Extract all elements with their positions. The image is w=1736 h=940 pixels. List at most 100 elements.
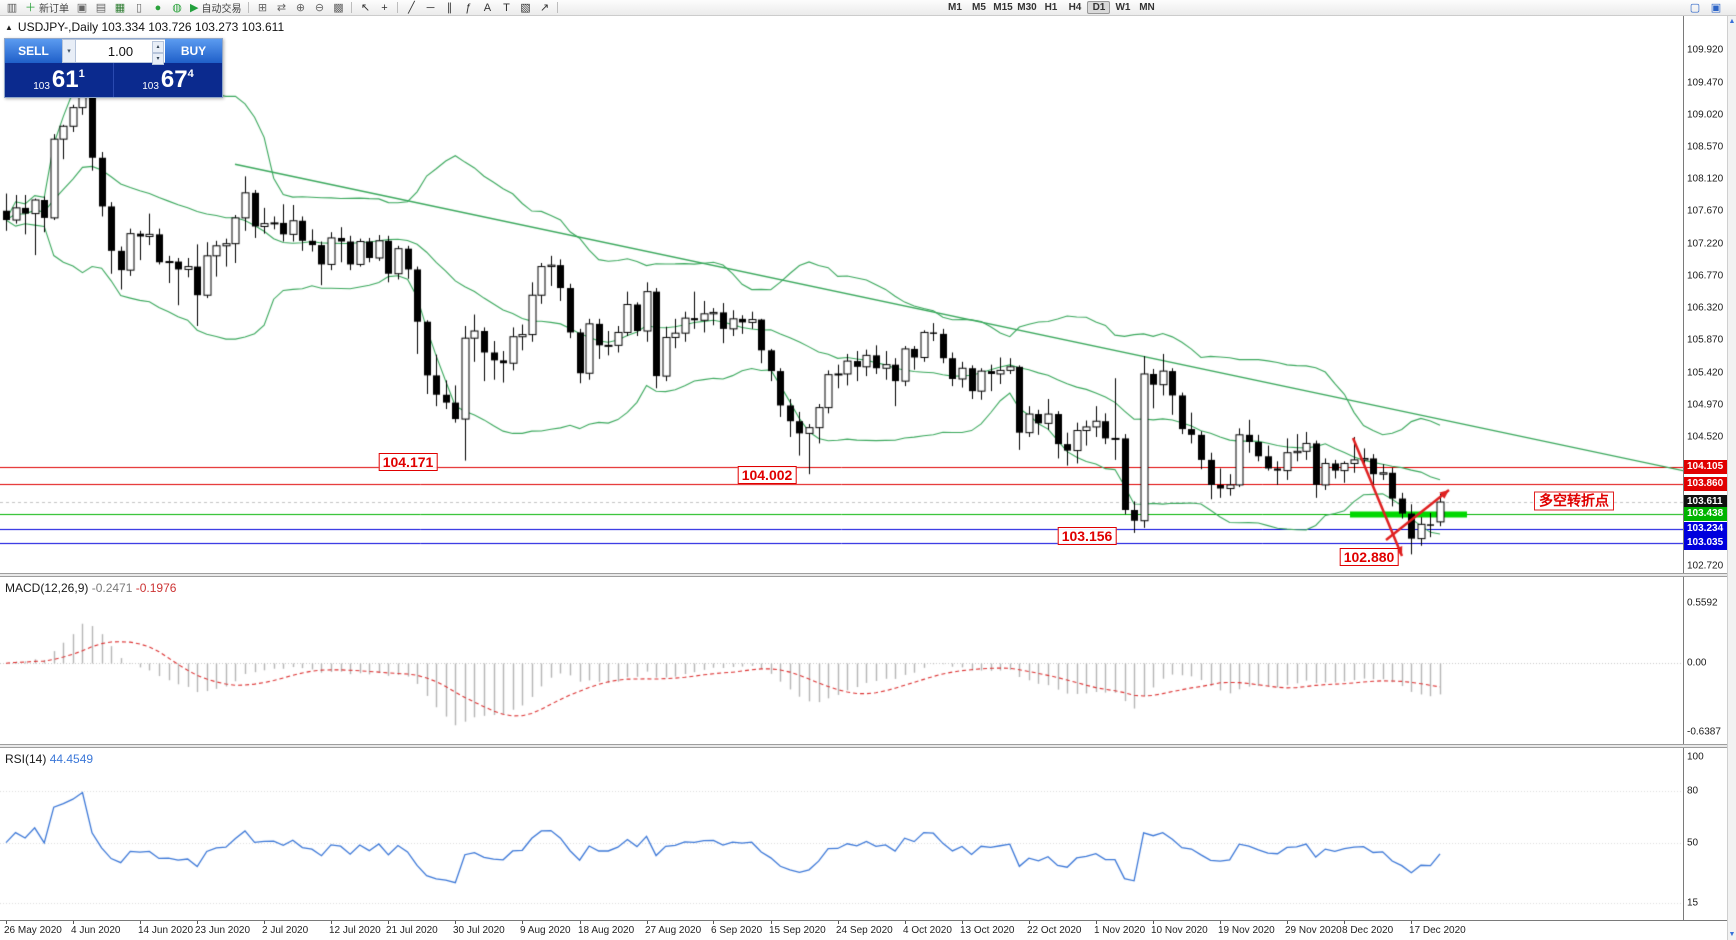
price-axis-label: 105.870: [1687, 334, 1724, 346]
market-watch-icon-glyph: ▦: [114, 1, 126, 14]
rsi-axis-label: 50: [1687, 837, 1699, 849]
toolbar-separator: [557, 2, 559, 13]
macd-indicator-label: MACD(12,26,9) -0.2471 -0.1976: [5, 581, 176, 595]
sell-button[interactable]: SELL: [5, 39, 62, 63]
new-chart-icon[interactable]: ⊞: [253, 1, 271, 15]
shapes-icon[interactable]: ▧: [516, 1, 534, 15]
date-axis-label: 4 Jun 2020: [71, 925, 121, 936]
price-axis-label: 106.320: [1687, 302, 1724, 314]
tile-windows-icon-glyph: ▩: [333, 1, 344, 14]
strategy-green-icon-glyph: ●: [154, 1, 162, 14]
timeframe-m15[interactable]: M15: [993, 2, 1013, 13]
date-axis-label: 24 Sep 2020: [836, 925, 893, 936]
timeframe-h1[interactable]: H1: [1044, 2, 1058, 13]
chart-shift-icon[interactable]: ⇄: [272, 1, 290, 15]
price-axis-label: 109.920: [1687, 44, 1724, 56]
charts-grid-icon[interactable]: ▥: [3, 1, 21, 15]
panel-separator-rsi[interactable]: [0, 744, 1727, 748]
sell-price-big: 61: [51, 66, 79, 93]
timeframe-m5[interactable]: M5: [972, 2, 986, 13]
date-axis-label: 9 Aug 2020: [520, 925, 571, 936]
arrows-tool-icon[interactable]: ↗: [535, 1, 553, 15]
data-window-icon[interactable]: ▯: [130, 1, 148, 15]
history-green-icon[interactable]: ◍: [168, 1, 186, 15]
chart-window-icon[interactable]: ▣: [73, 1, 91, 15]
price-axis-tag: 103.035: [1684, 536, 1727, 551]
price-axis-tag: 104.105: [1684, 459, 1727, 474]
date-axis-label: 27 Aug 2020: [645, 925, 702, 936]
volume-dropdown-button[interactable]: ▾: [62, 39, 76, 63]
profiles-icon[interactable]: ▤: [92, 1, 110, 15]
panel-separator-macd[interactable]: [0, 573, 1727, 577]
date-axis-tick: [331, 921, 332, 924]
new-order-button[interactable]: ＋新订单: [22, 1, 72, 16]
rsi-axis-label: 80: [1687, 785, 1699, 797]
date-axis-label: 14 Jun 2020: [138, 925, 194, 936]
buy-button[interactable]: BUY: [165, 39, 222, 63]
scroll-up-icon[interactable]: ▲: [1728, 18, 1736, 25]
timeframe-m1[interactable]: M1: [948, 2, 962, 13]
price-axis-label: 108.120: [1687, 173, 1724, 185]
volume-input[interactable]: [76, 40, 165, 62]
zoom-in-icon-glyph: ⊕: [295, 1, 306, 14]
macd-axis-label: 0.5592: [1687, 597, 1718, 609]
symbol-ohlc-text: USDJPY-,Daily 103.334 103.726 103.273 10…: [17, 20, 285, 34]
zoom-out-icon-glyph: ⊖: [314, 1, 325, 14]
trade-controls-row: SELL ▾ ▴ ▾ BUY: [5, 39, 222, 65]
cursor-icon-glyph: ↖: [360, 1, 371, 14]
tile-windows-icon[interactable]: ▩: [329, 1, 347, 15]
dock-window-icon[interactable]: ▢: [1686, 1, 1704, 15]
vertical-scrollbar[interactable]: ▲ ▼: [1727, 16, 1736, 940]
zoom-in-icon[interactable]: ⊕: [291, 1, 309, 15]
buy-price[interactable]: 103 67 4: [114, 63, 222, 97]
text-label-icon[interactable]: T: [497, 1, 515, 15]
timeframe-mn[interactable]: MN: [1139, 2, 1155, 13]
new-order-glyph: ＋: [25, 1, 36, 14]
trendline-icon[interactable]: ╱: [402, 1, 420, 15]
volume-down-button[interactable]: ▾: [152, 53, 164, 65]
timeframe-w1[interactable]: W1: [1115, 2, 1131, 13]
auto-trading-button[interactable]: ▶ 自动交易: [187, 1, 244, 16]
fibonacci-icon[interactable]: ƒ: [459, 1, 477, 15]
buy-price-prefix: 103: [142, 81, 159, 92]
price-axis-label: 109.020: [1687, 109, 1724, 121]
date-axis-label: 21 Jul 2020: [386, 925, 438, 936]
equidistant-channel-icon[interactable]: ∥: [440, 1, 458, 15]
date-axis-label: 18 Aug 2020: [578, 925, 635, 936]
toolbar-separator: [397, 2, 399, 13]
date-axis-tick: [713, 921, 714, 924]
price-chart-canvas[interactable]: [0, 0, 1683, 940]
history-green-icon-glyph: ◍: [172, 1, 182, 14]
date-axis-label: 8 Dec 2020: [1342, 925, 1394, 936]
sell-price[interactable]: 103 61 1: [5, 63, 114, 97]
indicator-label-part: MACD(12,26,9): [5, 581, 92, 595]
price-axis-label: 107.220: [1687, 238, 1724, 250]
scroll-down-icon[interactable]: ▼: [1728, 931, 1736, 938]
cursor-icon[interactable]: ↖: [356, 1, 374, 15]
date-axis-tick: [838, 921, 839, 924]
timeframe-m30[interactable]: M30: [1017, 2, 1037, 13]
timeframe-h4[interactable]: H4: [1068, 2, 1082, 13]
date-axis-label: 12 Jul 2020: [329, 925, 381, 936]
fullscreen-icon[interactable]: ▣: [1707, 1, 1725, 15]
price-axis-tag: 103.860: [1684, 477, 1727, 492]
collapse-panel-icon[interactable]: ▲: [5, 22, 13, 32]
zoom-out-icon[interactable]: ⊖: [310, 1, 328, 15]
horizontal-line-icon[interactable]: ─: [421, 1, 439, 15]
price-axis-label: 104.520: [1687, 431, 1724, 443]
timeframe-d1[interactable]: D1: [1087, 1, 1111, 14]
date-axis-label: 26 May 2020: [4, 925, 62, 936]
strategy-green-icon[interactable]: ●: [149, 1, 167, 15]
market-watch-icon[interactable]: ▦: [111, 1, 129, 15]
text-icon[interactable]: A: [478, 1, 496, 15]
crosshair-icon[interactable]: +: [375, 1, 393, 15]
arrows-tool-icon-glyph: ↗: [539, 1, 550, 14]
charts-grid-icon-glyph: ▥: [6, 1, 18, 14]
volume-up-button[interactable]: ▴: [152, 41, 164, 53]
date-axis-tick: [1411, 921, 1412, 924]
rsi-axis-label: 15: [1687, 897, 1699, 909]
date-axis-label: 30 Jul 2020: [453, 925, 505, 936]
new-chart-icon-glyph: ⊞: [257, 1, 268, 14]
price-axis-label: 102.720: [1687, 560, 1724, 572]
